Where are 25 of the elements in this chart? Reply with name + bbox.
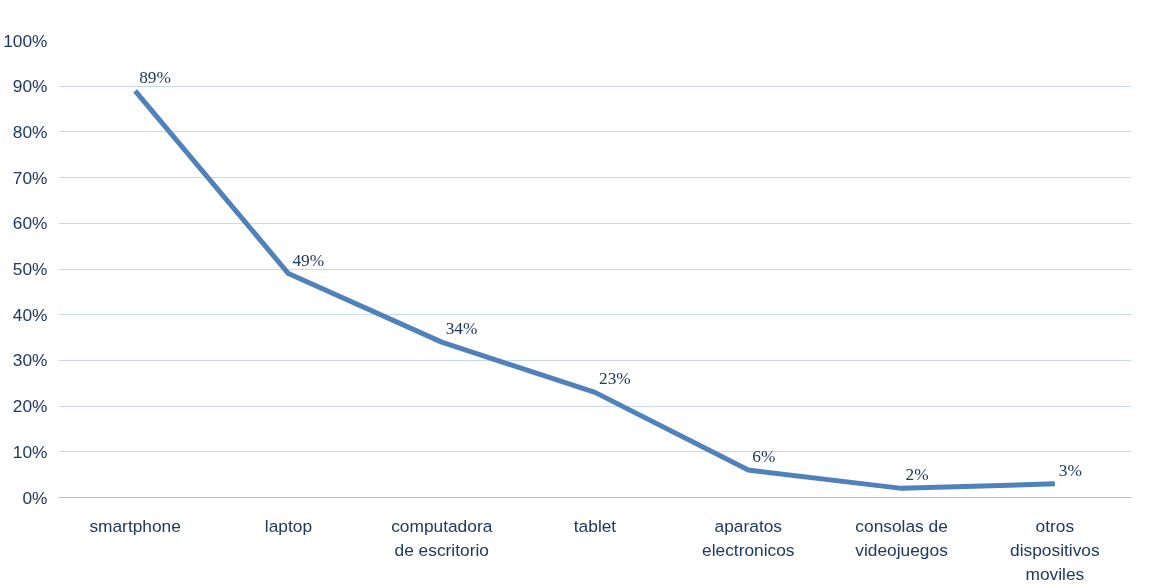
y-tick-label: 40% [12, 304, 48, 325]
y-tick-label: 100% [3, 30, 48, 51]
data-label: 89% [139, 67, 171, 87]
y-tick-label: 90% [12, 76, 48, 97]
data-label: 2% [905, 465, 929, 485]
y-tick-label: 70% [12, 167, 48, 188]
x-tick-label: tablet [573, 515, 617, 536]
y-tick-label: 10% [12, 441, 48, 462]
x-tick-label: consolas de videojuegos [855, 515, 949, 560]
data-label: 3% [1058, 460, 1082, 480]
y-tick-label: 30% [12, 350, 48, 371]
y-tick-label: 80% [12, 121, 48, 142]
x-tick-label: otros dispositivos moviles [1010, 515, 1100, 584]
x-tick-label: computadora de escritorio [391, 515, 493, 560]
y-tick-label: 0% [22, 487, 48, 508]
data-label: 6% [752, 447, 776, 467]
y-tick-label: 20% [12, 396, 48, 417]
y-tick-label: 50% [12, 259, 48, 279]
x-tick-label: laptop [264, 515, 313, 536]
data-label: 49% [292, 250, 325, 270]
y-tick-label: 60% [12, 213, 48, 234]
x-tick-label: smartphone [89, 515, 181, 536]
data-label: 34% [445, 319, 478, 339]
data-label: 23% [599, 369, 631, 389]
x-tick-label: aparatos electronicos [702, 515, 795, 560]
